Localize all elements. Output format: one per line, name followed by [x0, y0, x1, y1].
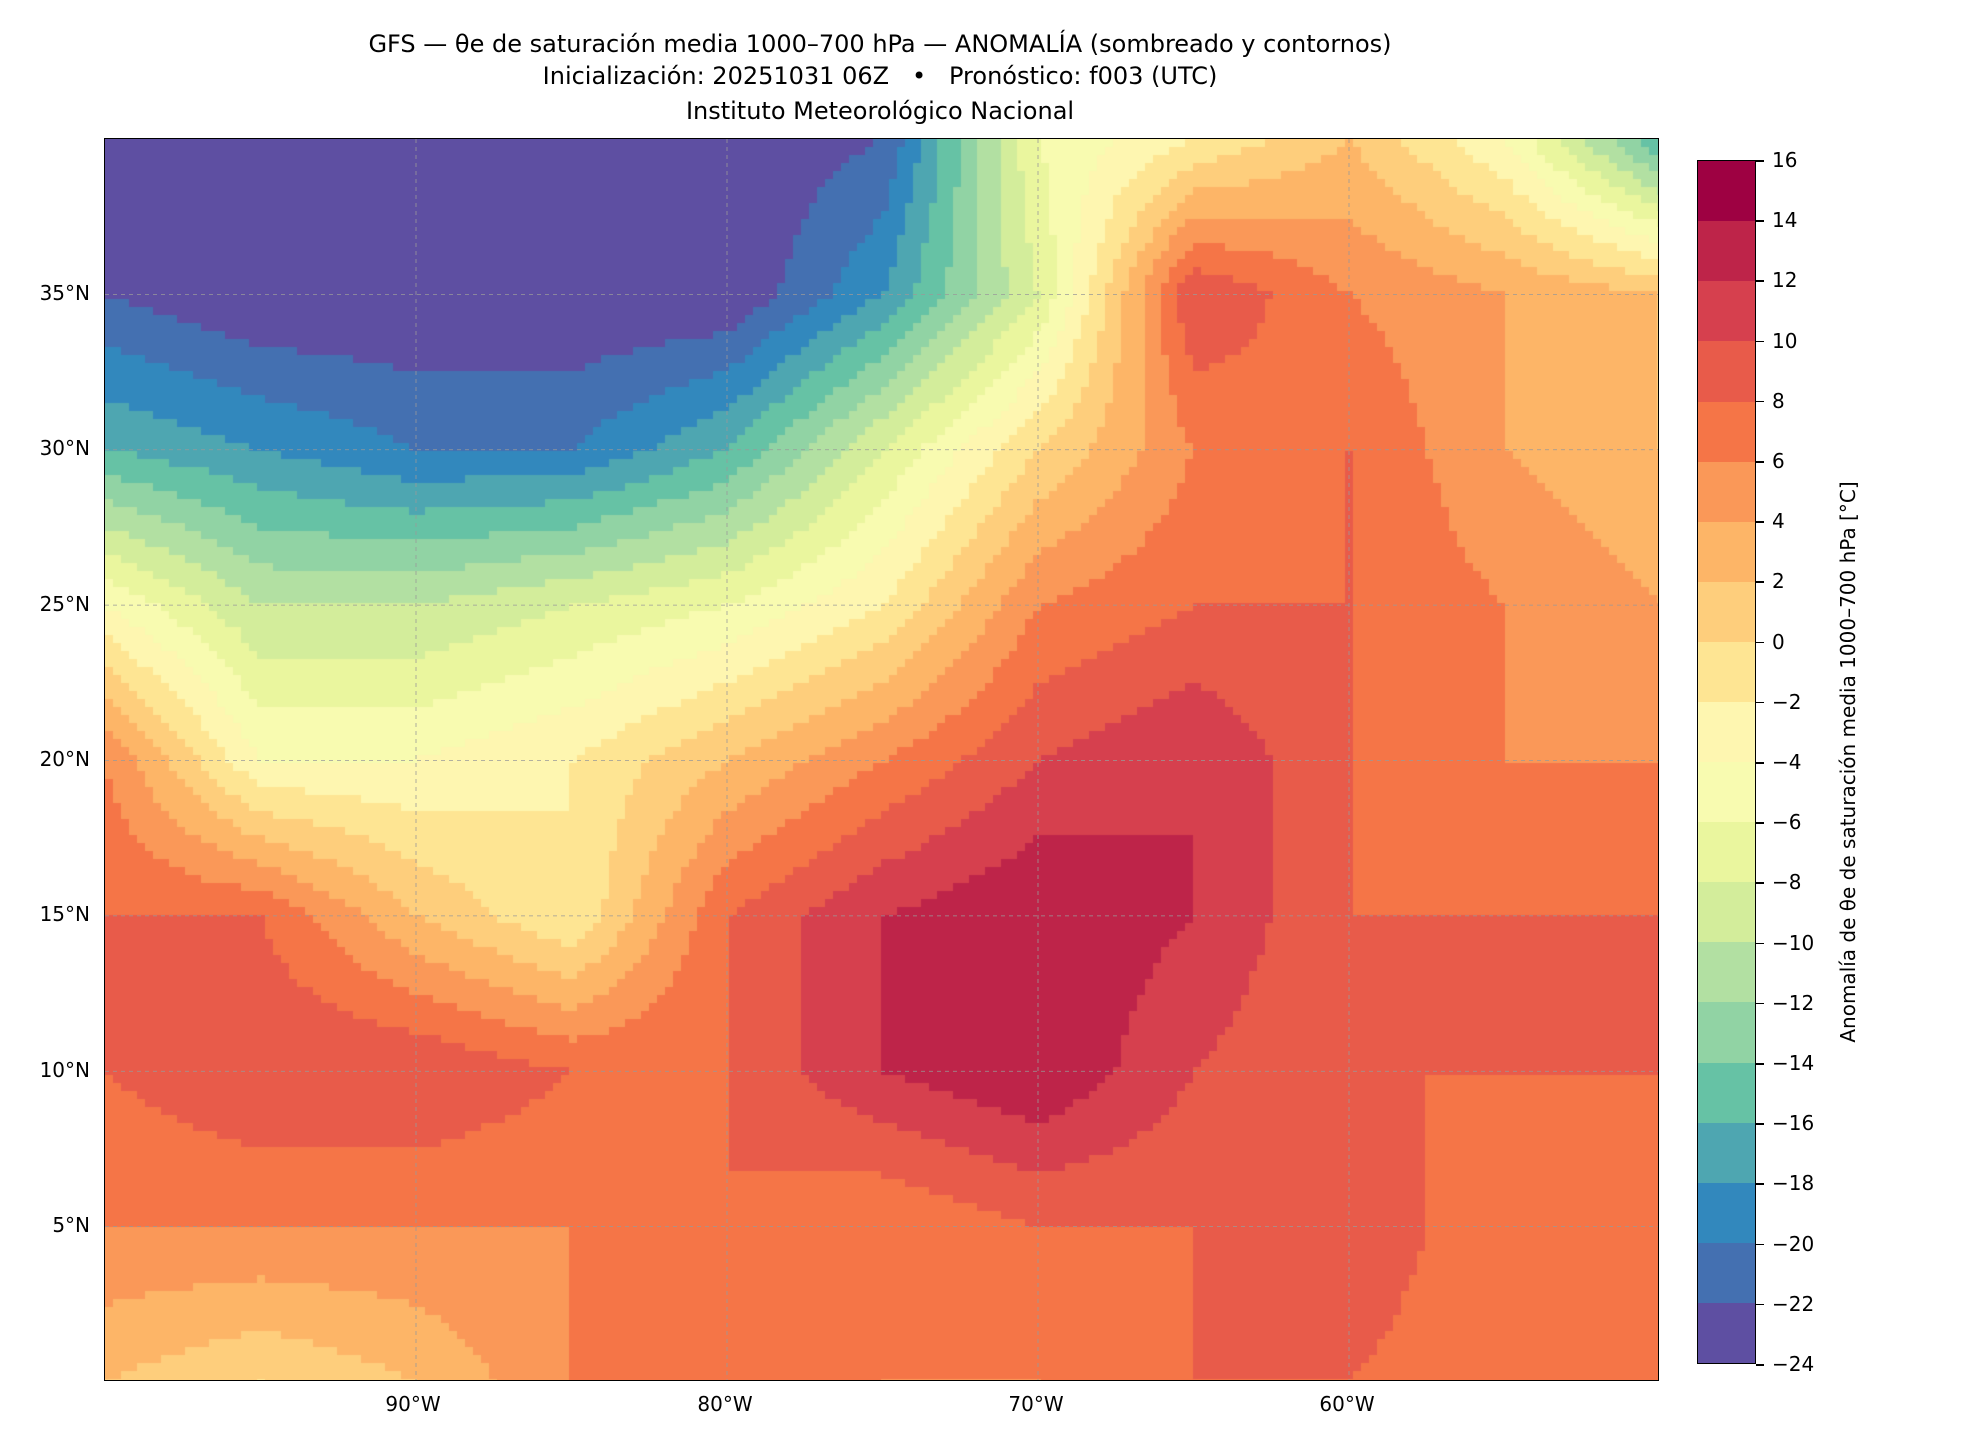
colorbar-bin [1698, 1242, 1755, 1303]
title-line-3: Instituto Meteorológico Nacional [685, 97, 1075, 125]
colorbar-tick-label: −18 [1772, 1171, 1815, 1196]
colorbar-tick-label: −16 [1772, 1111, 1815, 1136]
y-tick-35n: 35°N [39, 281, 90, 305]
colorbar-tick-label: −22 [1772, 1291, 1815, 1316]
colorbar-tick-mark [1756, 641, 1764, 644]
colorbar [1697, 160, 1756, 1364]
colorbar-tick-label: 12 [1772, 268, 1798, 293]
title-line-2: Inicialización: 20251031 06Z • Pronóstic… [542, 62, 1218, 90]
colorbar-tick-mark [1756, 1002, 1764, 1005]
colorbar-tick-label: −4 [1772, 750, 1802, 774]
colorbar-tick-label: −10 [1772, 930, 1815, 955]
colorbar-bin [1698, 1182, 1755, 1243]
colorbar-tick-mark [1756, 220, 1764, 222]
colorbar-tick-mark [1756, 581, 1764, 583]
colorbar-bin [1698, 521, 1755, 582]
colorbar-bin [1698, 1002, 1755, 1063]
colorbar-bin [1698, 221, 1755, 282]
colorbar-tick-mark [1756, 280, 1764, 282]
colorbar-tick-label: −20 [1772, 1231, 1815, 1256]
colorbar-tick-label: −2 [1772, 689, 1802, 714]
colorbar-tick-mark [1756, 822, 1764, 824]
anomaly-field [105, 139, 1658, 1380]
colorbar-tick-label: 8 [1772, 388, 1785, 413]
x-tick-90w: 90°W [385, 1392, 441, 1416]
colorbar-bin [1698, 1122, 1755, 1183]
colorbar-bin [1698, 341, 1755, 402]
colorbar-tick-label: 4 [1772, 509, 1785, 534]
colorbar-tick-mark [1756, 1243, 1764, 1246]
colorbar-bin [1698, 882, 1755, 943]
y-tick-10n: 10°N [39, 1058, 90, 1082]
colorbar-label: Anomalía de θe de saturación media 1000–… [1836, 481, 1860, 1043]
colorbar-bin [1698, 581, 1755, 642]
colorbar-tick-mark [1756, 1123, 1764, 1125]
colorbar-bin [1698, 822, 1755, 883]
colorbar-tick-mark [1756, 1303, 1764, 1306]
colorbar-tick-label: −12 [1772, 990, 1815, 1015]
x-tick-70w: 70°W [1008, 1392, 1064, 1416]
colorbar-tick-mark [1756, 1364, 1764, 1366]
colorbar-bin [1698, 641, 1755, 702]
colorbar-tick-label: 14 [1772, 208, 1798, 233]
title-line-1: GFS — θe de saturación media 1000–700 hP… [368, 30, 1392, 58]
x-tick-80w: 80°W [697, 1392, 753, 1416]
colorbar-tick-mark [1756, 461, 1764, 463]
colorbar-tick-mark [1756, 882, 1764, 884]
colorbar-tick-label: 10 [1772, 328, 1798, 353]
colorbar-bin [1698, 281, 1755, 342]
colorbar-bin [1698, 1302, 1755, 1363]
colorbar-tick-label: 0 [1772, 629, 1785, 654]
colorbar-tick-label: −8 [1772, 870, 1802, 895]
colorbar-bin [1698, 461, 1755, 522]
colorbar-tick-label: −24 [1772, 1352, 1815, 1376]
colorbar-tick-label: −14 [1772, 1051, 1815, 1075]
colorbar-tick-mark [1756, 701, 1764, 704]
colorbar-bin [1698, 1062, 1755, 1123]
colorbar-tick-mark [1756, 400, 1764, 403]
map-axes [104, 138, 1659, 1381]
y-tick-20n: 20°N [39, 747, 90, 771]
colorbar-bin [1698, 161, 1755, 222]
x-tick-60w: 60°W [1319, 1392, 1375, 1416]
y-tick-15n: 15°N [39, 902, 90, 926]
colorbar-bin [1698, 762, 1755, 823]
colorbar-tick-mark [1756, 1063, 1764, 1065]
colorbar-tick-mark [1756, 1183, 1764, 1185]
colorbar-tick-mark [1756, 942, 1764, 945]
colorbar-bin [1698, 942, 1755, 1003]
colorbar-tick-label: 16 [1772, 148, 1798, 172]
y-tick-5n: 5°N [52, 1213, 90, 1237]
y-tick-30n: 30°N [39, 436, 90, 460]
y-tick-25n: 25°N [39, 592, 90, 616]
colorbar-tick-label: 2 [1772, 569, 1785, 594]
colorbar-tick-label: −6 [1772, 810, 1802, 835]
colorbar-tick-mark [1756, 340, 1764, 343]
graticule [105, 139, 1658, 1380]
colorbar-tick-label: 6 [1772, 449, 1785, 473]
colorbar-tick-mark [1756, 521, 1764, 523]
colorbar-bin [1698, 701, 1755, 763]
colorbar-tick-mark [1756, 762, 1764, 764]
colorbar-tick-mark [1756, 160, 1764, 162]
colorbar-bin [1698, 401, 1755, 462]
